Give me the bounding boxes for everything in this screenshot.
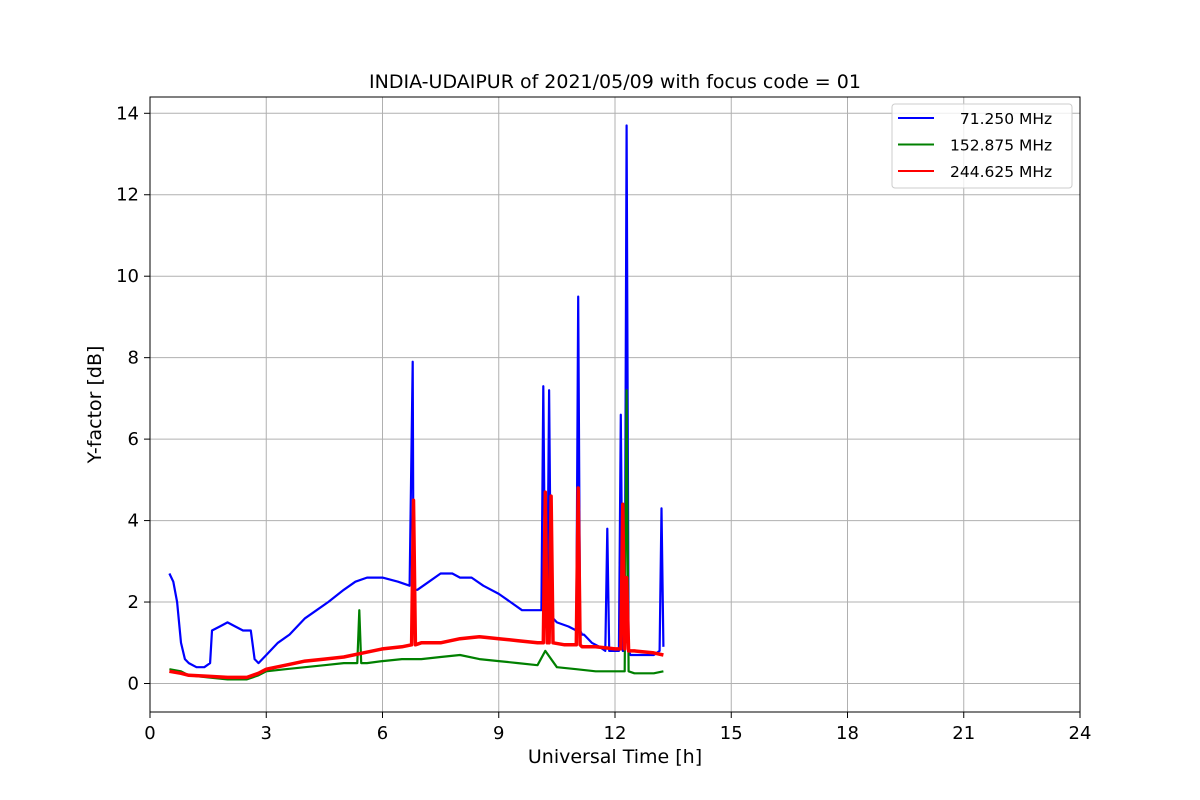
x-axis-label: Universal Time [h] [528, 746, 702, 768]
series-line-3 [169, 486, 664, 680]
grid-layer [149, 97, 1081, 712]
legend-label-3: 244.625 MHz [950, 163, 1052, 181]
series-line-2 [169, 389, 664, 681]
series-line-1 [168, 124, 665, 669]
x-tick-label: 21 [952, 723, 975, 744]
y-tick-label: 0 [128, 673, 139, 694]
x-tick-label: 9 [493, 723, 504, 744]
y-tick-label: 4 [128, 511, 139, 532]
x-tick-label: 12 [604, 723, 627, 744]
y-tick-label: 12 [116, 185, 139, 206]
legend-box [891, 103, 1073, 189]
y-tick-label: 2 [128, 592, 139, 613]
x-tick-label: 24 [1069, 723, 1092, 744]
y-tick-label: 14 [116, 103, 139, 124]
chart-title: INDIA-UDAIPUR of 2021/05/09 with focus c… [369, 71, 861, 93]
series-layer [168, 124, 665, 681]
x-tick-label: 3 [261, 723, 272, 744]
legend-label-1: 71.250 MHz [950, 110, 1052, 128]
legend-label-2: 152.875 MHz [950, 137, 1052, 155]
y-tick-label: 8 [128, 348, 139, 369]
x-tick-label: 6 [377, 723, 388, 744]
y-tick-label: 6 [128, 429, 139, 450]
x-tick-label: 15 [720, 723, 743, 744]
legend: 71.250 MHz 152.875 MHz 244.625 MHz [891, 103, 1073, 189]
x-tick-label: 0 [144, 723, 155, 744]
y-axis-label: Y-factor [dB] [84, 346, 106, 465]
y-tick-label: 10 [116, 266, 139, 287]
x-tick-label: 18 [836, 723, 859, 744]
